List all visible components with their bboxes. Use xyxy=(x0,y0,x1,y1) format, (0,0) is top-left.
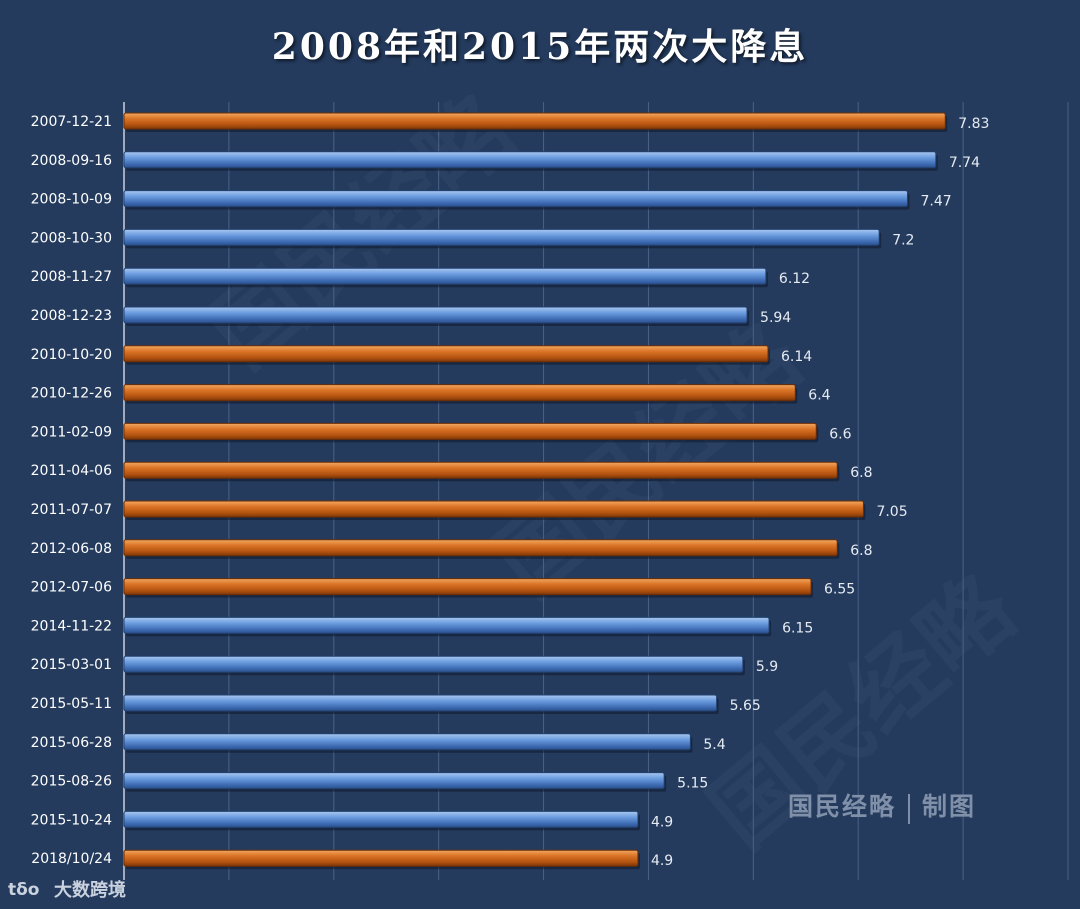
chart-title: 2008年和2015年两次大降息 xyxy=(271,26,809,68)
category-label: 2011-04-06 xyxy=(31,463,112,479)
bar-orange xyxy=(123,539,838,557)
value-label: 6.6 xyxy=(829,426,851,442)
credit: 国民经略 制图 xyxy=(788,787,976,824)
category-label: 2008-11-27 xyxy=(31,269,112,285)
bars: 2007-12-21 7.83 2008-09-16 7.74 2008-10-09 7.… xyxy=(31,112,989,870)
brand-logo-icon: tδo xyxy=(8,880,40,900)
category-label: 2008-12-23 xyxy=(31,308,112,324)
bar-blue xyxy=(123,655,744,673)
bar-blue xyxy=(123,733,691,751)
category-label: 2011-07-07 xyxy=(31,502,112,518)
bar-orange xyxy=(123,461,838,479)
source-badge: tδo 大数跨境 xyxy=(8,876,126,902)
value-label: 7.83 xyxy=(958,116,989,132)
bar-orange xyxy=(123,345,769,363)
category-label: 2012-06-08 xyxy=(31,541,112,557)
bar-blue xyxy=(123,228,880,246)
value-label: 6.15 xyxy=(782,620,813,636)
value-label: 4.9 xyxy=(651,853,673,869)
bar-orange xyxy=(123,500,864,518)
bar-orange xyxy=(123,384,796,402)
value-label: 5.94 xyxy=(760,310,791,326)
source-text: 大数跨境 xyxy=(54,880,126,901)
category-label: 2011-02-09 xyxy=(31,424,112,440)
value-label: 5.4 xyxy=(703,737,725,753)
value-label: 7.05 xyxy=(876,504,907,520)
credit-left: 国民经略 xyxy=(788,792,897,821)
value-label: 6.55 xyxy=(824,582,855,598)
category-label: 2015-06-28 xyxy=(31,735,112,751)
gridlines xyxy=(228,102,1069,880)
bar-blue xyxy=(123,267,767,285)
category-label: 2008-10-09 xyxy=(31,192,112,208)
value-label: 5.65 xyxy=(730,698,761,714)
value-label: 6.8 xyxy=(850,543,872,559)
category-label: 2008-10-30 xyxy=(31,230,112,246)
category-label: 2012-07-06 xyxy=(31,580,112,596)
bar-orange xyxy=(123,578,812,596)
category-label: 2014-11-22 xyxy=(31,618,112,634)
category-label: 2015-08-26 xyxy=(31,774,112,790)
bar-blue xyxy=(123,616,770,634)
svg-text:tδo: tδo xyxy=(8,880,40,900)
bar-blue xyxy=(123,151,937,169)
bar-blue xyxy=(123,190,909,208)
category-label: 2010-12-26 xyxy=(31,386,112,402)
credit-separator xyxy=(908,793,911,824)
bar-orange xyxy=(123,849,639,867)
bar-blue xyxy=(123,306,748,324)
category-label: 2010-10-20 xyxy=(31,347,112,363)
category-label: 2015-03-01 xyxy=(31,657,112,673)
bar-blue xyxy=(123,694,718,712)
bar-orange xyxy=(123,112,946,130)
value-label: 6.14 xyxy=(781,349,812,365)
value-label: 4.9 xyxy=(651,814,673,830)
value-label: 7.2 xyxy=(892,232,914,248)
category-label: 2015-10-24 xyxy=(31,812,112,828)
bar-blue xyxy=(123,772,665,790)
bar-orange xyxy=(123,422,817,440)
value-label: 5.15 xyxy=(677,776,708,792)
credit-right: 制图 xyxy=(922,792,977,821)
bar-blue xyxy=(123,810,639,828)
value-label: 7.74 xyxy=(949,155,980,171)
category-label: 2007-12-21 xyxy=(31,114,112,130)
category-label: 2015-05-11 xyxy=(31,696,112,712)
category-label: 2018/10/24 xyxy=(31,851,112,867)
value-label: 6.8 xyxy=(850,465,872,481)
value-label: 5.9 xyxy=(756,659,778,675)
value-label: 6.12 xyxy=(779,271,810,287)
category-label: 2008-09-16 xyxy=(31,153,112,169)
value-label: 7.47 xyxy=(921,194,952,210)
value-label: 6.4 xyxy=(808,388,830,404)
